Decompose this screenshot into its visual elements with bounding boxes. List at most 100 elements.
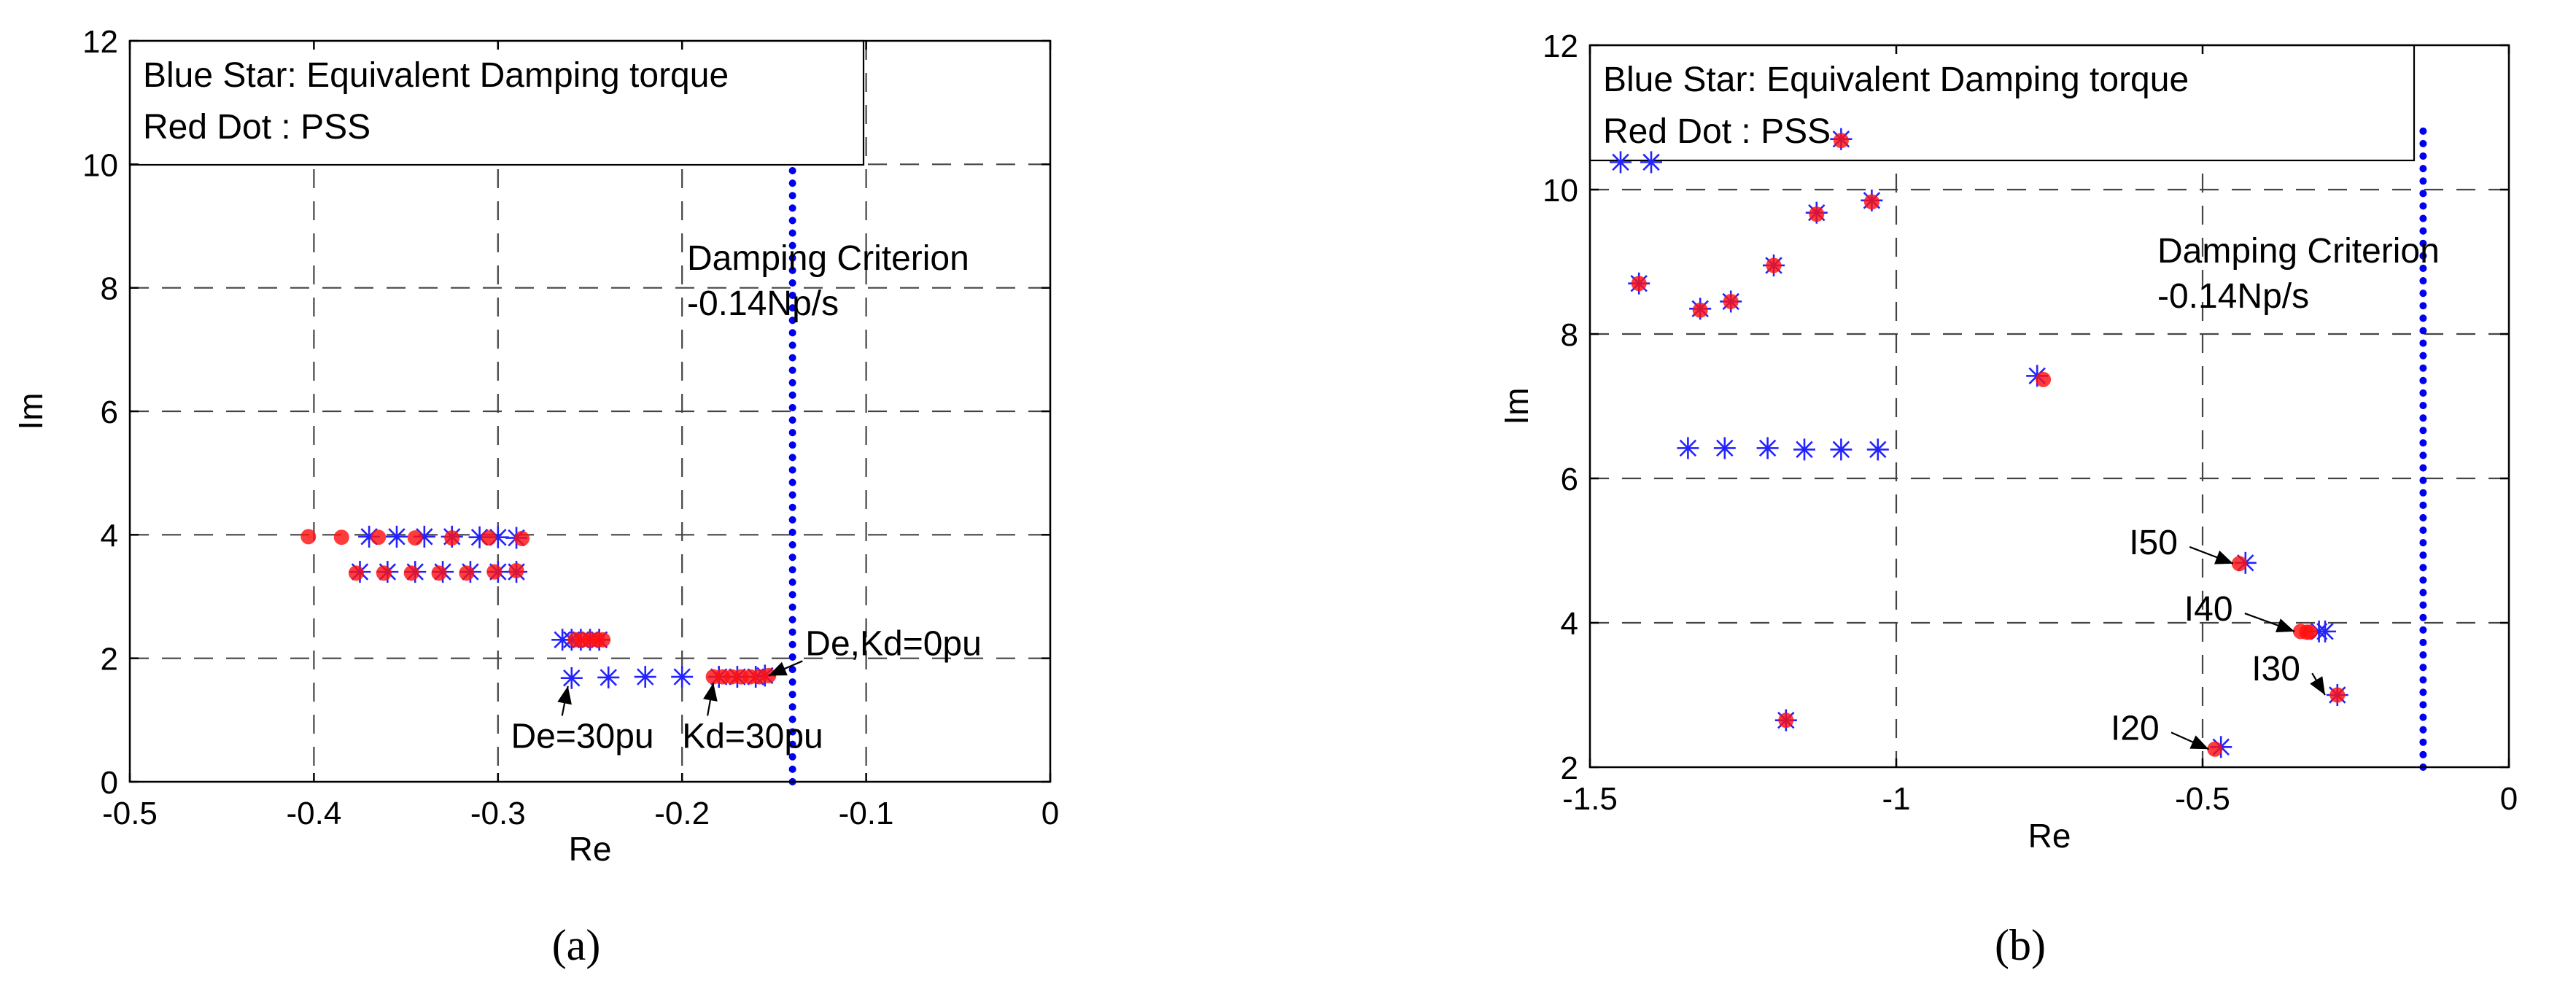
panel-a-annotation-arrowhead-1 bbox=[557, 686, 572, 705]
panel-b-star-point-18 bbox=[2314, 620, 2336, 642]
panel-a-star-stroke-21-3 bbox=[637, 668, 654, 686]
panel-b-star-point-12 bbox=[1756, 437, 1779, 459]
panel-b-dot-point-14 bbox=[2207, 741, 2223, 757]
panel-a-ytick-label-2: 4 bbox=[101, 518, 118, 554]
panel-b-dot-point-13 bbox=[1778, 713, 1794, 729]
panel-a-legend-box bbox=[128, 39, 865, 166]
panel-a-dot-point-7 bbox=[348, 565, 364, 581]
caption-b-open: (b) bbox=[1995, 921, 2046, 969]
panel-b-star-stroke-12-3 bbox=[1758, 439, 1777, 457]
panel-a-ytick-label-4: 8 bbox=[101, 271, 118, 307]
panel-b-annotation-2: I30 bbox=[2251, 650, 2300, 688]
panel-a-ytick-label-3: 6 bbox=[101, 395, 118, 430]
panel-b-annotation-0: I50 bbox=[2129, 524, 2178, 562]
panel-b-star-stroke-11-3 bbox=[1716, 439, 1734, 457]
panel-a-criterion-label-1: Damping Criterion bbox=[687, 239, 969, 278]
panel-b-star-stroke-13-3 bbox=[1796, 440, 1813, 459]
panel-a-dot-point-6 bbox=[514, 530, 530, 546]
panel-b-legend-line-2: Red Dot : PSS bbox=[1603, 112, 1831, 151]
panel-a-dot-point-9 bbox=[403, 565, 419, 581]
panel-b-x-axis-label: Re bbox=[2028, 817, 2071, 855]
panel-a-dot-point-10 bbox=[431, 565, 447, 581]
panel-b-ytick-label-1: 4 bbox=[1561, 606, 1578, 642]
panel-a-dot-point-3 bbox=[407, 530, 423, 546]
panel-a-star-point-1 bbox=[385, 525, 408, 548]
panel-a-star-stroke-1-3 bbox=[388, 528, 406, 545]
panel-b-ytick-label-3: 8 bbox=[1561, 317, 1578, 353]
panel-b-dot-point-11 bbox=[2302, 624, 2318, 640]
panel-a-xtick-label-0: -0.5 bbox=[102, 796, 158, 831]
panel-a-star-point-22 bbox=[671, 666, 694, 688]
panel-b-dot-point-1 bbox=[1631, 276, 1647, 292]
panel-b-dot-point-5 bbox=[1809, 206, 1825, 222]
panel-a-annotation-1: De=30pu bbox=[511, 717, 653, 756]
panel-b-ytick-label-4: 10 bbox=[1543, 173, 1578, 209]
panel-a-dot-point-18 bbox=[595, 632, 611, 648]
panel-a-ytick-label-0: 0 bbox=[101, 765, 118, 801]
panel-a-star-stroke-22-3 bbox=[673, 668, 691, 686]
panel-a-dot-point-4 bbox=[444, 530, 460, 546]
panel-a-legend-line-2: Red Dot : PSS bbox=[143, 108, 371, 147]
caption-b: (b) bbox=[1995, 921, 2046, 969]
panel-a-dot-point-12 bbox=[486, 564, 503, 580]
panel-b-star-stroke-0-3 bbox=[1612, 153, 1629, 171]
panel-a-star-point-19 bbox=[560, 667, 583, 689]
panel-b-xtick-label-2: -0.5 bbox=[2175, 781, 2230, 817]
panel-b-star-stroke-15-3 bbox=[1869, 440, 1887, 459]
panel-b-star-point-13 bbox=[1793, 438, 1815, 461]
panel-b-dot-point-0 bbox=[1833, 133, 1849, 149]
caption-a-open: (a) bbox=[552, 921, 601, 969]
panel-a-xtick-label-2: -0.3 bbox=[470, 796, 526, 831]
panel-a-star-stroke-20-3 bbox=[600, 669, 617, 686]
panel-b-annotation-arrowhead-1 bbox=[2276, 618, 2294, 633]
chart-panel-a: Blue Star: Equivalent Damping torque Red … bbox=[12, 24, 1059, 868]
caption-a: (a) bbox=[552, 921, 601, 969]
panel-b-dot-point-3 bbox=[1723, 293, 1739, 309]
panel-a-criterion-label-2: -0.14Np/s bbox=[687, 284, 839, 323]
panel-a-dot-point-0 bbox=[300, 529, 317, 545]
panel-b-dot-point-7 bbox=[2036, 371, 2052, 387]
panel-b-xtick-label-0: -1.5 bbox=[1562, 781, 1618, 817]
chart-panel-b: Blue Star: Equivalent Damping torque Red … bbox=[1497, 28, 2518, 855]
panel-b-dot-point-12 bbox=[2329, 687, 2346, 703]
panel-b-annotation-arrowhead-3 bbox=[2189, 735, 2209, 750]
panel-a-annotation-0: De,Kd=0pu bbox=[805, 624, 982, 663]
panel-b-xtick-label-1: -1 bbox=[1882, 781, 1910, 817]
panel-b-star-point-11 bbox=[1713, 437, 1736, 459]
panel-a-y-axis-label: Im bbox=[12, 392, 50, 430]
panel-b-star-stroke-18-3 bbox=[2316, 623, 2334, 640]
panel-b-star-point-0 bbox=[1610, 151, 1632, 174]
panel-b-annotation-arrowhead-0 bbox=[2214, 550, 2233, 564]
panel-b-y-axis-label: Im bbox=[1497, 387, 1535, 424]
panel-a-annotation-arrowhead-2 bbox=[703, 683, 718, 702]
panel-a-star-point-21 bbox=[634, 666, 656, 688]
panel-a-xtick-label-1: -0.4 bbox=[286, 796, 341, 831]
panel-b-star-stroke-14-3 bbox=[1832, 440, 1850, 459]
panel-b-ytick-label-0: 2 bbox=[1561, 750, 1578, 786]
panel-b-star-stroke-1-3 bbox=[1642, 153, 1660, 171]
panel-a-xtick-label-3: -0.2 bbox=[654, 796, 710, 831]
panel-a-xtick-label-4: -0.1 bbox=[839, 796, 894, 831]
panel-b-criterion-label-2: -0.14Np/s bbox=[2157, 277, 2309, 316]
panel-b-plot-frame bbox=[1588, 44, 2510, 769]
panel-b-xtick-label-3: 0 bbox=[2500, 781, 2518, 817]
panel-a-ytick-label-6: 12 bbox=[82, 24, 118, 60]
panel-a-dot-point-11 bbox=[459, 565, 475, 581]
panel-b-dot-point-6 bbox=[1863, 194, 1879, 210]
panel-a-star-point-20 bbox=[597, 666, 620, 688]
panel-b-ytick-label-5: 12 bbox=[1543, 28, 1578, 64]
panel-b-legend-box bbox=[1588, 44, 2416, 162]
panel-a-dot-point-5 bbox=[481, 530, 497, 546]
panel-a-dot-point-1 bbox=[333, 529, 349, 545]
panel-b-dot-point-4 bbox=[1766, 257, 1782, 273]
panel-b-ytick-label-2: 6 bbox=[1561, 462, 1578, 497]
panel-a-legend-line-1: Blue Star: Equivalent Damping torque bbox=[143, 56, 729, 95]
panel-b-star-point-14 bbox=[1830, 438, 1853, 461]
panel-b-legend-line-1: Blue Star: Equivalent Damping torque bbox=[1603, 61, 2189, 99]
panel-a-annotation-2: Kd=30pu bbox=[682, 717, 823, 756]
panel-b-star-stroke-10-3 bbox=[1679, 439, 1697, 457]
panel-a-star-stroke-19-3 bbox=[563, 669, 581, 687]
panel-a-dot-point-8 bbox=[376, 565, 392, 581]
panel-a-dot-point-2 bbox=[371, 529, 387, 545]
panel-b-annotation-1: I40 bbox=[2184, 590, 2233, 629]
